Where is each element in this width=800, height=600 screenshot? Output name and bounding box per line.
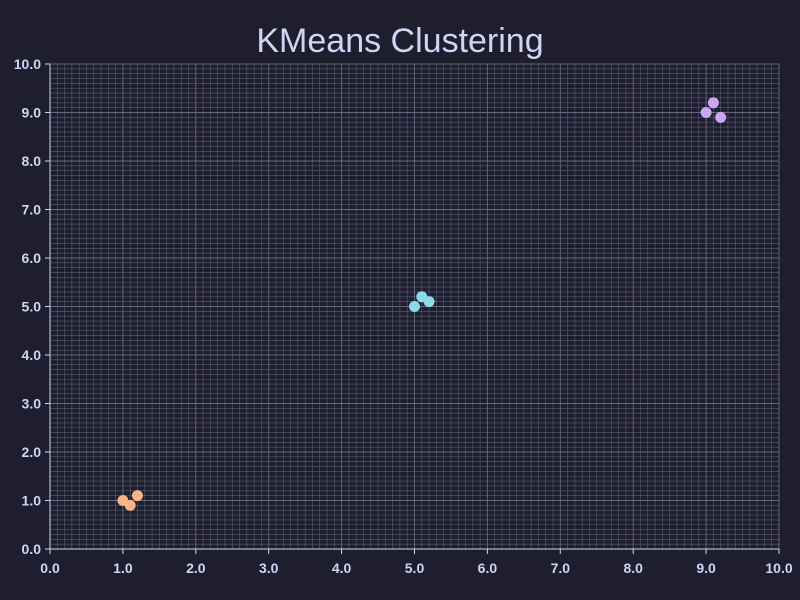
x-tick-label: 8.0 <box>623 560 643 576</box>
y-tick-label: 1.0 <box>22 493 42 509</box>
data-point <box>409 301 420 312</box>
y-tick-label: 10.0 <box>14 56 41 72</box>
chart-title: KMeans Clustering <box>256 22 543 60</box>
y-tick-label: 0.0 <box>22 541 42 557</box>
y-tick-label: 8.0 <box>22 153 42 169</box>
y-tick-label: 9.0 <box>22 105 42 121</box>
x-tick-label: 3.0 <box>259 560 279 576</box>
y-tick-label: 4.0 <box>22 347 42 363</box>
y-tick-label: 5.0 <box>22 299 42 315</box>
y-tick-label: 7.0 <box>22 202 42 218</box>
data-points <box>117 97 727 511</box>
x-tick-label: 4.0 <box>332 560 352 576</box>
x-tick-label: 7.0 <box>551 560 571 576</box>
data-point <box>131 490 143 502</box>
data-point <box>715 111 727 123</box>
grid <box>49 63 780 550</box>
axes <box>45 63 780 554</box>
x-tick-label: 6.0 <box>478 560 498 576</box>
data-point <box>423 296 435 308</box>
x-tick-label: 0.0 <box>40 560 60 576</box>
y-tick-label: 3.0 <box>22 396 42 412</box>
x-tick-label: 9.0 <box>696 560 716 576</box>
x-tick-label: 5.0 <box>405 560 425 576</box>
y-tick-label: 2.0 <box>22 444 42 460</box>
data-point <box>707 97 719 109</box>
x-tick-label: 1.0 <box>113 560 133 576</box>
y-tick-label: 6.0 <box>22 250 42 266</box>
tick-labels: 0.0 1.0 2.0 3.0 4.0 5.0 6.0 7.0 8.0 9.0 10.0 0.0 1.0… <box>14 56 793 576</box>
x-tick-label: 2.0 <box>186 560 206 576</box>
data-point <box>700 107 712 118</box>
data-point <box>124 499 136 511</box>
x-tick-label: 10.0 <box>765 560 792 576</box>
